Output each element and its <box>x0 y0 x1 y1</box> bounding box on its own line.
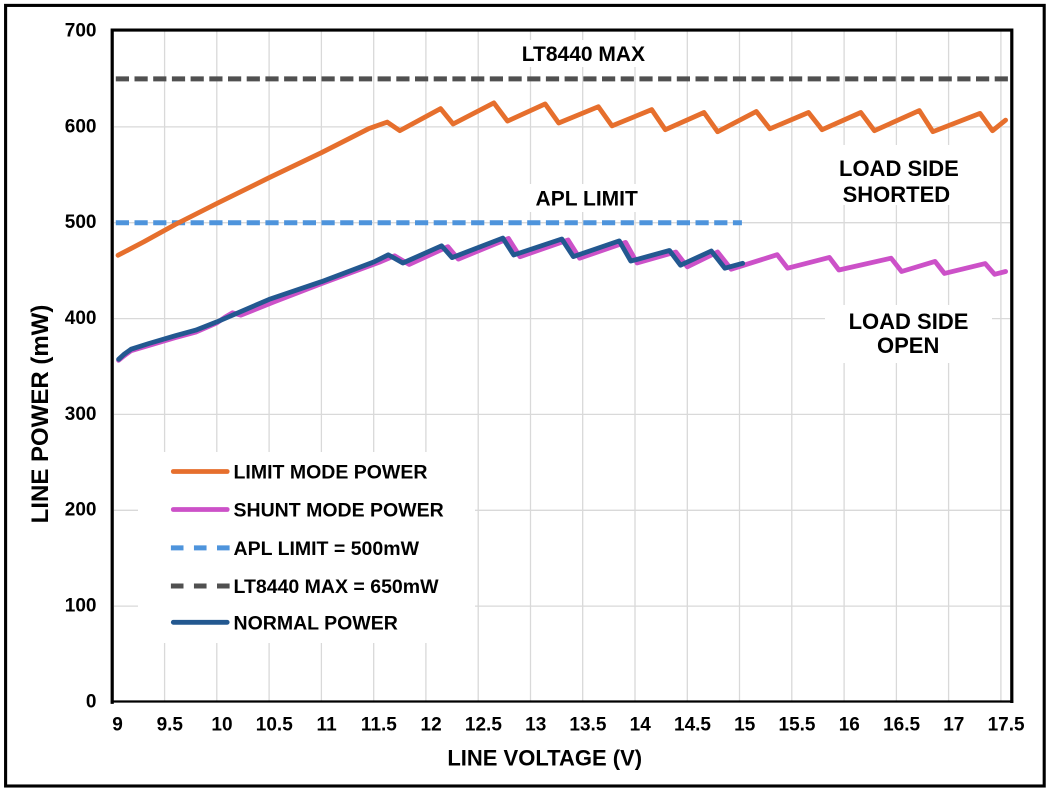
svg-text:13.5: 13.5 <box>569 715 606 736</box>
svg-text:17: 17 <box>943 715 964 736</box>
svg-text:16: 16 <box>839 715 860 736</box>
svg-text:SHUNT MODE POWER: SHUNT MODE POWER <box>234 500 444 522</box>
svg-text:APL LIMIT = 500mW: APL LIMIT = 500mW <box>234 538 420 560</box>
svg-text:10: 10 <box>211 715 232 736</box>
svg-text:11: 11 <box>317 715 338 736</box>
svg-text:0: 0 <box>86 691 97 712</box>
svg-text:OPEN: OPEN <box>877 333 939 358</box>
svg-text:LOAD SIDE: LOAD SIDE <box>849 309 969 334</box>
svg-text:10.5: 10.5 <box>256 715 293 736</box>
svg-text:9: 9 <box>112 715 123 736</box>
svg-text:400: 400 <box>65 308 97 329</box>
svg-text:9.5: 9.5 <box>157 715 184 736</box>
svg-text:12.5: 12.5 <box>465 715 502 736</box>
svg-text:APL LIMIT: APL LIMIT <box>536 188 638 211</box>
svg-text:SHORTED: SHORTED <box>843 182 951 207</box>
svg-text:LT8440 MAX: LT8440 MAX <box>522 43 645 66</box>
svg-text:16.5: 16.5 <box>883 715 920 736</box>
svg-text:200: 200 <box>65 500 97 521</box>
svg-text:500: 500 <box>65 212 97 233</box>
svg-text:300: 300 <box>65 404 97 425</box>
svg-text:17.5: 17.5 <box>988 715 1025 736</box>
svg-text:11.5: 11.5 <box>361 715 397 736</box>
svg-text:15.5: 15.5 <box>779 715 816 736</box>
svg-text:100: 100 <box>65 596 97 617</box>
svg-text:LT8440 MAX = 650mW: LT8440 MAX = 650mW <box>234 576 440 598</box>
svg-text:700: 700 <box>65 20 97 41</box>
svg-text:14: 14 <box>630 715 652 736</box>
svg-text:13: 13 <box>525 715 546 736</box>
svg-text:LINE POWER (mW): LINE POWER (mW) <box>27 305 54 524</box>
svg-text:12: 12 <box>421 715 442 736</box>
svg-text:14.5: 14.5 <box>674 715 711 736</box>
svg-text:NORMAL POWER: NORMAL POWER <box>234 612 398 634</box>
svg-text:LIMIT MODE POWER: LIMIT MODE POWER <box>234 462 428 484</box>
svg-text:LINE VOLTAGE (V): LINE VOLTAGE (V) <box>447 746 642 771</box>
svg-text:LOAD SIDE: LOAD SIDE <box>839 156 959 181</box>
svg-text:600: 600 <box>65 116 97 137</box>
svg-text:15: 15 <box>734 715 756 736</box>
